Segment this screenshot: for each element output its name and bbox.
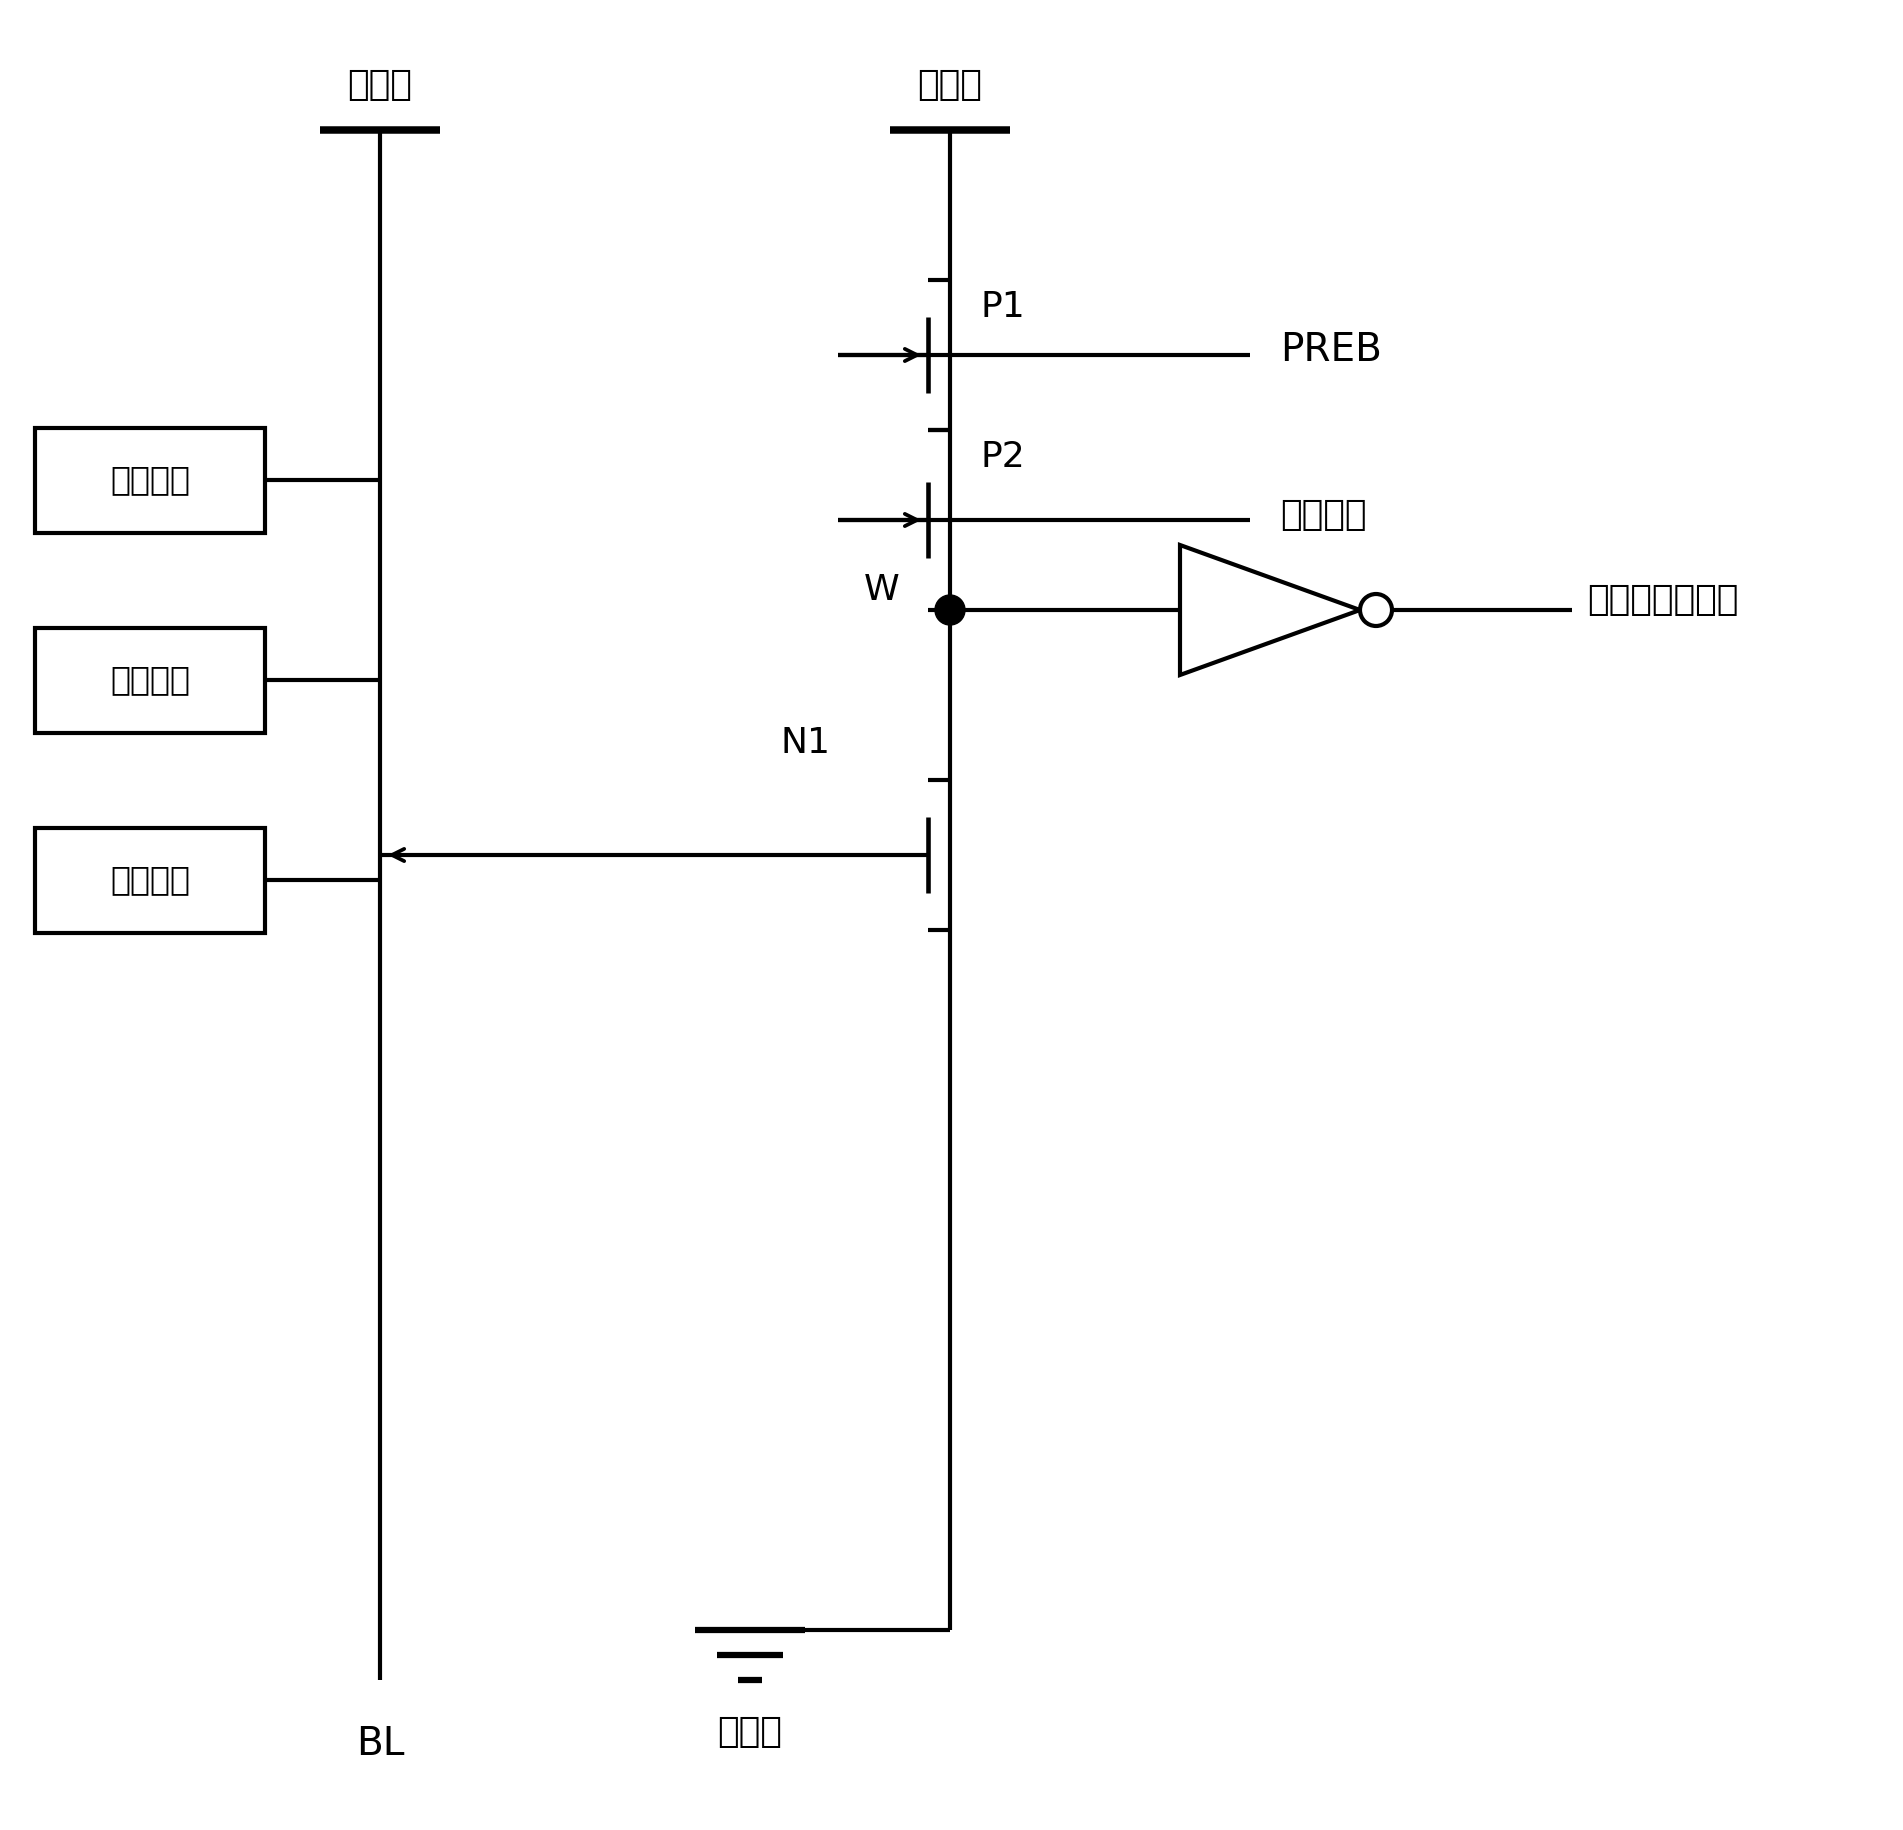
Text: 存储单元: 存储单元 [110, 463, 190, 496]
Text: BL: BL [356, 1726, 403, 1762]
FancyBboxPatch shape [34, 628, 265, 732]
FancyBboxPatch shape [34, 827, 265, 933]
Circle shape [934, 595, 965, 626]
FancyBboxPatch shape [34, 428, 265, 533]
Text: 灵敏放大器输出: 灵敏放大器输出 [1587, 584, 1737, 617]
Text: P2: P2 [980, 439, 1024, 474]
Circle shape [1361, 595, 1391, 626]
Text: 控制信号: 控制信号 [1281, 498, 1366, 533]
Text: 存储单元: 存储单元 [110, 664, 190, 697]
Text: PREB: PREB [1281, 331, 1382, 370]
Text: 电源端: 电源端 [917, 68, 982, 102]
Text: 电源端: 电源端 [348, 68, 413, 102]
Text: N1: N1 [780, 727, 830, 759]
Text: 接地端: 接地端 [717, 1715, 782, 1749]
Text: W: W [864, 573, 900, 608]
Text: P1: P1 [980, 289, 1024, 324]
Text: 存储单元: 存储单元 [110, 864, 190, 897]
